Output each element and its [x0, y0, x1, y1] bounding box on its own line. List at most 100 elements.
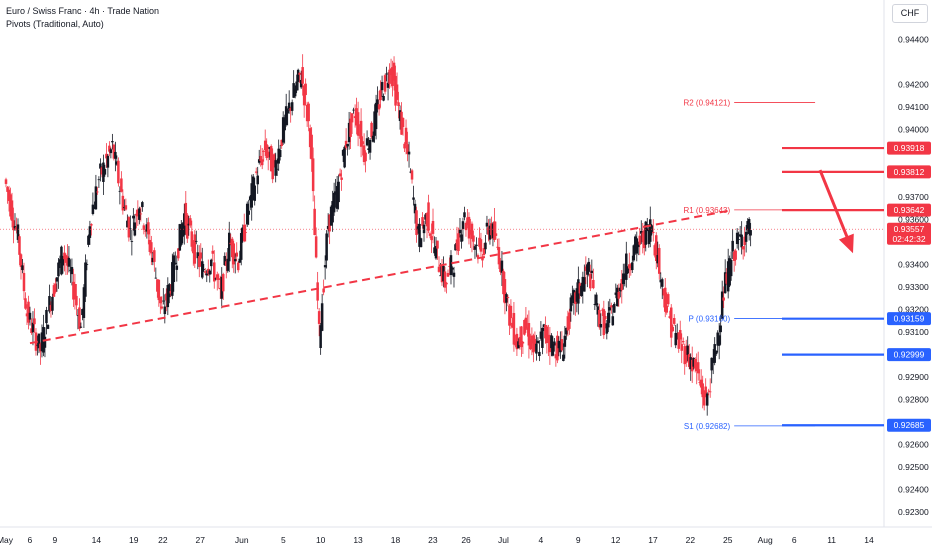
candle-body	[157, 279, 161, 301]
candle-body	[514, 341, 517, 346]
candle-body	[520, 326, 523, 348]
candle-body	[130, 241, 134, 243]
candle-body	[169, 290, 173, 294]
candle-body	[233, 259, 237, 262]
candle-body	[719, 325, 722, 333]
candle-body	[359, 120, 363, 147]
candle-body	[574, 292, 577, 304]
x-tick-label: 4	[538, 535, 543, 545]
candle-body	[120, 178, 123, 192]
candle-body	[430, 236, 433, 241]
candle-body	[9, 194, 12, 217]
price-badge	[887, 165, 931, 179]
candle-body	[714, 350, 718, 355]
candle-body	[103, 169, 107, 175]
price-badge-label: 0.93159	[894, 314, 925, 324]
candle-body	[269, 146, 273, 172]
current-price-badge	[887, 222, 931, 245]
candle-body	[33, 318, 36, 325]
candle-body	[7, 189, 11, 201]
price-badge	[887, 418, 931, 432]
candle-body	[223, 255, 227, 266]
candle-body	[641, 232, 645, 243]
x-tick-label: 18	[391, 535, 401, 545]
candle-body	[500, 260, 504, 273]
candle-body	[46, 324, 50, 329]
candle-body	[595, 294, 598, 306]
currency-selector[interactable]: CHF	[892, 4, 928, 23]
candle-body	[533, 338, 537, 345]
candle-body	[27, 301, 30, 323]
candle-body	[449, 255, 453, 276]
candle-body	[85, 264, 89, 265]
candle-body	[118, 190, 122, 192]
candle-body	[437, 266, 441, 272]
candle-body	[434, 246, 438, 259]
candle-body	[524, 317, 528, 328]
candle-body	[58, 259, 62, 264]
candle-body	[560, 339, 564, 351]
candle-body	[283, 118, 286, 131]
candle-body	[109, 149, 113, 154]
candle-body	[666, 294, 670, 305]
candle-body	[704, 386, 707, 397]
candle-body	[611, 316, 615, 326]
candle-body	[692, 358, 695, 367]
candle-body	[385, 73, 388, 75]
candle-body	[616, 287, 619, 307]
candle-body	[566, 316, 570, 331]
candle-body	[79, 326, 83, 328]
candle-body	[355, 108, 358, 126]
candle-body	[440, 265, 444, 283]
candle-body	[193, 234, 197, 264]
candle-body	[154, 277, 158, 279]
x-tick-label: 9	[52, 535, 57, 545]
candle-body	[487, 227, 490, 235]
candle-body	[214, 278, 218, 280]
candle-body	[580, 285, 583, 296]
candle-body	[323, 265, 327, 268]
candle-body	[184, 202, 188, 226]
candle-body	[102, 162, 105, 182]
x-tick-label: 10	[316, 535, 326, 545]
candle-body	[335, 186, 339, 209]
price-badge-label: 0.92685	[894, 420, 925, 430]
candle-body	[493, 221, 496, 241]
candle-body	[358, 134, 361, 136]
candle-body	[512, 312, 516, 345]
candle-body	[287, 102, 291, 110]
candle-body	[189, 218, 192, 226]
candle-body	[91, 204, 95, 214]
x-tick-label: Jul	[498, 535, 509, 545]
candle-body	[135, 213, 138, 216]
candle-body	[213, 262, 216, 282]
countdown-label: 02:42:32	[892, 234, 925, 244]
candle-body	[28, 312, 32, 320]
candle-body	[598, 309, 601, 328]
candle-body	[37, 333, 41, 349]
candle-body	[82, 287, 86, 318]
candle-body	[693, 358, 697, 369]
candle-body	[578, 283, 582, 294]
candle-body	[464, 222, 468, 231]
y-tick-label: 0.93700	[898, 192, 929, 202]
candle-body	[699, 379, 703, 388]
candle-body	[322, 288, 325, 293]
candle-body	[613, 303, 616, 313]
candle-body	[460, 234, 463, 242]
candle-body	[162, 300, 165, 302]
candle-body	[84, 262, 87, 297]
candle-body	[106, 155, 110, 168]
candle-body	[220, 276, 224, 299]
candle-body	[702, 395, 706, 406]
candle-body	[248, 196, 252, 201]
candle-body	[741, 246, 745, 250]
candle-body	[536, 340, 540, 344]
candle-body	[476, 255, 480, 258]
candle-body	[605, 323, 609, 334]
candle-body	[316, 282, 319, 301]
candle-body	[427, 202, 430, 231]
candle-body	[596, 306, 600, 315]
x-tick-label: 17	[648, 535, 658, 545]
